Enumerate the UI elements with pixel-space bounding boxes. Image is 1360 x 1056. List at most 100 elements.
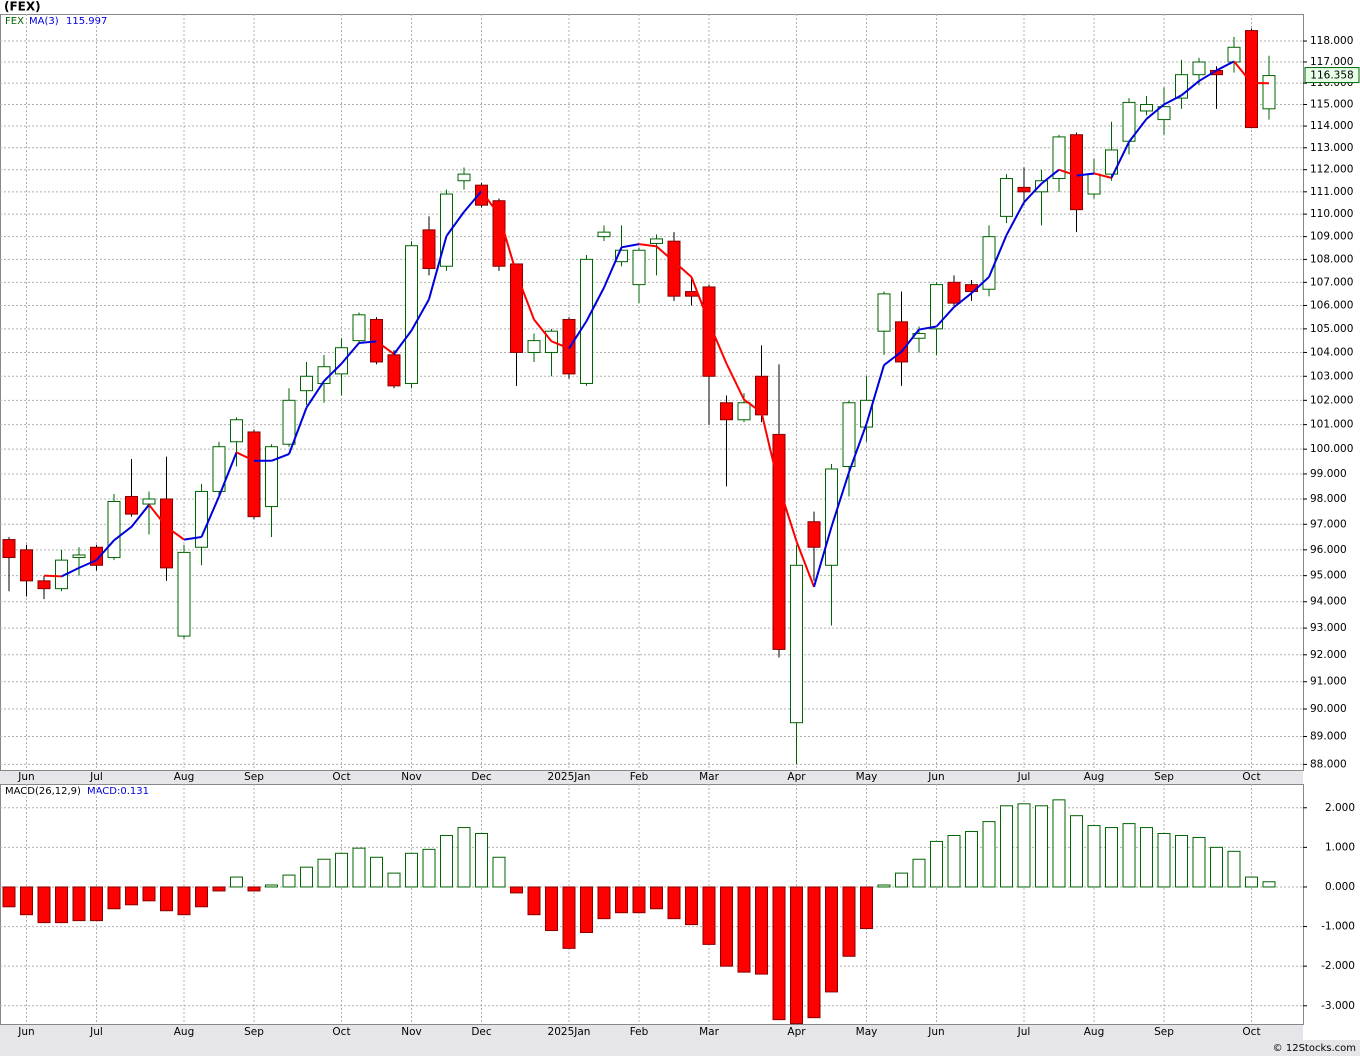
ma-segment — [358, 340, 377, 344]
macd-bar — [1035, 805, 1048, 888]
ma-segment — [690, 276, 710, 323]
candle-body — [1052, 136, 1066, 180]
candle-body — [352, 314, 366, 342]
macd-bar — [195, 886, 208, 908]
ma-segment — [883, 350, 903, 366]
candle-body — [1070, 134, 1083, 211]
ma-segment — [95, 539, 115, 561]
candle-body — [720, 402, 733, 421]
macd-bar — [492, 856, 506, 888]
macd-legend-name: MACD: — [87, 786, 120, 797]
candle-body — [527, 340, 541, 353]
macd-bar — [667, 886, 681, 920]
macd-bar — [842, 886, 856, 957]
ma-segment — [1145, 103, 1165, 120]
ma-segment — [1180, 80, 1200, 97]
ma-segment — [621, 243, 640, 249]
candle-body — [842, 402, 856, 467]
macd-bar — [90, 886, 103, 922]
ma-segment — [130, 504, 150, 528]
y-tick-label: 90.000 — [1310, 703, 1347, 715]
ma-segment — [78, 559, 97, 569]
ma-segment — [1093, 172, 1112, 179]
ma-segment — [673, 260, 693, 278]
ma-segment — [288, 407, 308, 455]
macd-bar — [597, 886, 611, 920]
x-tick-label: Dec — [471, 1026, 492, 1038]
y-tick-label: 98.000 — [1310, 493, 1347, 505]
macd-bar — [387, 872, 401, 888]
candle-body — [475, 184, 488, 206]
y-tick-label: 118.000 — [1310, 35, 1353, 47]
x-tick-label: Jul — [1017, 771, 1031, 783]
macd-bar — [1192, 836, 1206, 888]
y-tick-label: 115.000 — [1310, 99, 1353, 111]
macd-bar — [580, 886, 593, 934]
macd-bar — [107, 886, 121, 910]
macd-bar — [720, 886, 733, 967]
macd-bar — [335, 852, 348, 888]
ma-segment — [61, 566, 80, 578]
ma-segment — [603, 246, 623, 289]
candle-body — [1000, 178, 1013, 217]
y-tick-label: 111.000 — [1310, 186, 1353, 198]
last-price: 116.358 — [1310, 70, 1353, 82]
ma-segment — [393, 329, 413, 355]
y-tick-label: 88.000 — [1310, 758, 1347, 770]
x-tick-label: Aug — [174, 1026, 195, 1038]
candle-body — [2, 539, 16, 559]
x-tick-label: Aug — [174, 771, 195, 783]
candle-body — [1087, 173, 1101, 195]
ma-segment — [463, 190, 483, 213]
macd-bar — [737, 886, 751, 973]
candle-body — [1157, 106, 1171, 121]
macd-bar — [457, 827, 471, 888]
macd-bar — [1017, 803, 1031, 888]
ma-segment — [515, 273, 535, 320]
macd-bar — [37, 886, 51, 924]
x-tick-label: Dec — [471, 771, 492, 783]
macd-bar — [825, 886, 838, 993]
ma-segment — [183, 536, 202, 541]
x-tick-label: Jul — [1017, 1026, 1031, 1038]
y-tick-label: 112.000 — [1310, 164, 1353, 176]
y-tick-label: 89.000 — [1310, 731, 1347, 743]
x-tick-label: Jun — [17, 771, 34, 783]
x-tick-label: May — [856, 1026, 878, 1038]
macd-bar — [930, 840, 943, 888]
candle-body — [72, 554, 86, 559]
y-tick-label: 101.000 — [1310, 419, 1353, 431]
candle-body — [615, 249, 628, 263]
candle-body — [177, 551, 191, 637]
candle-body — [685, 291, 698, 297]
candle-body — [1227, 46, 1241, 63]
y-tick-label: 117.000 — [1310, 56, 1353, 68]
macd-bar — [230, 876, 243, 888]
y-tick-label: 95.000 — [1310, 570, 1347, 582]
ma-segment — [725, 363, 745, 401]
macd-legend: MACD:0.131 — [87, 786, 149, 797]
y-tick-label: 103.000 — [1310, 370, 1353, 382]
macd-bar — [685, 886, 698, 926]
candle-body — [877, 293, 891, 332]
macd-bar — [247, 886, 261, 892]
x-tick-label: 2025Jan — [548, 1026, 591, 1038]
candle-body — [160, 498, 173, 569]
x-tick-label: Jun — [927, 1026, 944, 1038]
ma-segment — [865, 364, 885, 425]
macd-title: MACD(26,12,9) — [5, 786, 81, 797]
candle-body — [282, 399, 296, 445]
macd-bar — [1210, 846, 1223, 888]
ma-segment — [655, 245, 675, 263]
last-price-box — [1304, 67, 1360, 84]
ma-segment — [1110, 141, 1130, 179]
macd-bar — [912, 858, 926, 888]
candle-body — [597, 231, 611, 238]
ma-segment — [498, 214, 518, 275]
x-tick-label: Aug — [1084, 1026, 1105, 1038]
candle-body — [930, 284, 943, 330]
x-tick-label: Jun — [17, 1026, 34, 1038]
macd-bar — [1105, 827, 1118, 888]
x-tick-label: Aug — [1084, 771, 1105, 783]
macd-bar — [1000, 805, 1013, 888]
